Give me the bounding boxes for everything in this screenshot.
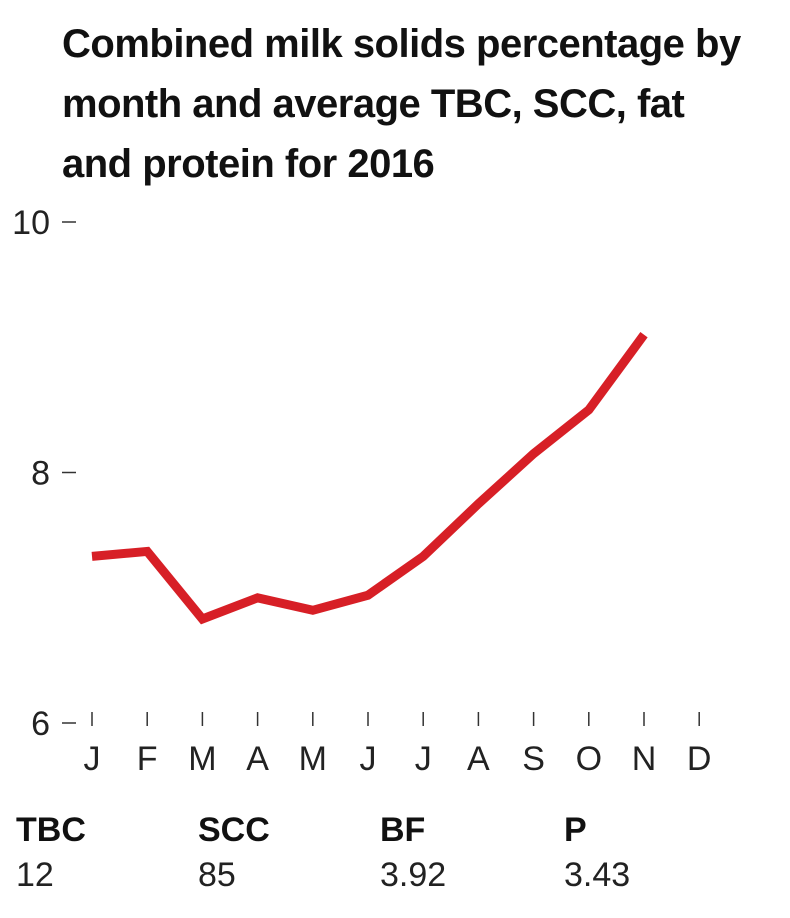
stat-p: P 3.43 — [564, 808, 630, 898]
stat-tbc-label: TBC — [16, 811, 86, 849]
y-tick-label: 6 — [31, 705, 50, 743]
stat-p-value: 3.43 — [564, 856, 631, 894]
x-tick-label: O — [576, 740, 602, 778]
stat-bf: BF 3.92 — [380, 808, 446, 898]
series-line — [91, 332, 648, 625]
stat-scc: SCC 85 — [198, 808, 270, 898]
x-tick-label: F — [137, 740, 158, 778]
stat-scc-label: SCC — [198, 811, 270, 849]
x-tick-label: M — [188, 740, 216, 778]
x-tick-label: S — [522, 740, 545, 778]
y-tick-label: 8 — [31, 455, 50, 493]
stat-bf-value: 3.92 — [380, 856, 447, 894]
chart-title: Combined milk solids percentage by month… — [62, 22, 741, 186]
x-tick-label: A — [246, 740, 269, 778]
y-axis: 6 8 10 — [12, 204, 76, 743]
stat-bf-label: BF — [380, 811, 426, 849]
x-tick-label: J — [84, 740, 101, 778]
x-tick-label: M — [299, 740, 327, 778]
x-tick-label: N — [632, 740, 657, 778]
x-tick-label: A — [467, 740, 490, 778]
x-tick-label: J — [360, 740, 377, 778]
y-tick-label: 10 — [12, 204, 50, 242]
summary-stats: TBC 12 SCC 85 BF 3.92 P 3.43 — [0, 808, 790, 918]
stat-tbc: TBC 12 — [16, 808, 86, 898]
stat-scc-value: 85 — [198, 856, 236, 894]
x-tick-label: D — [687, 740, 712, 778]
series-layer — [91, 332, 648, 625]
stat-p-label: P — [564, 811, 587, 849]
x-tick-label: J — [415, 740, 432, 778]
stat-tbc-value: 12 — [16, 856, 54, 894]
